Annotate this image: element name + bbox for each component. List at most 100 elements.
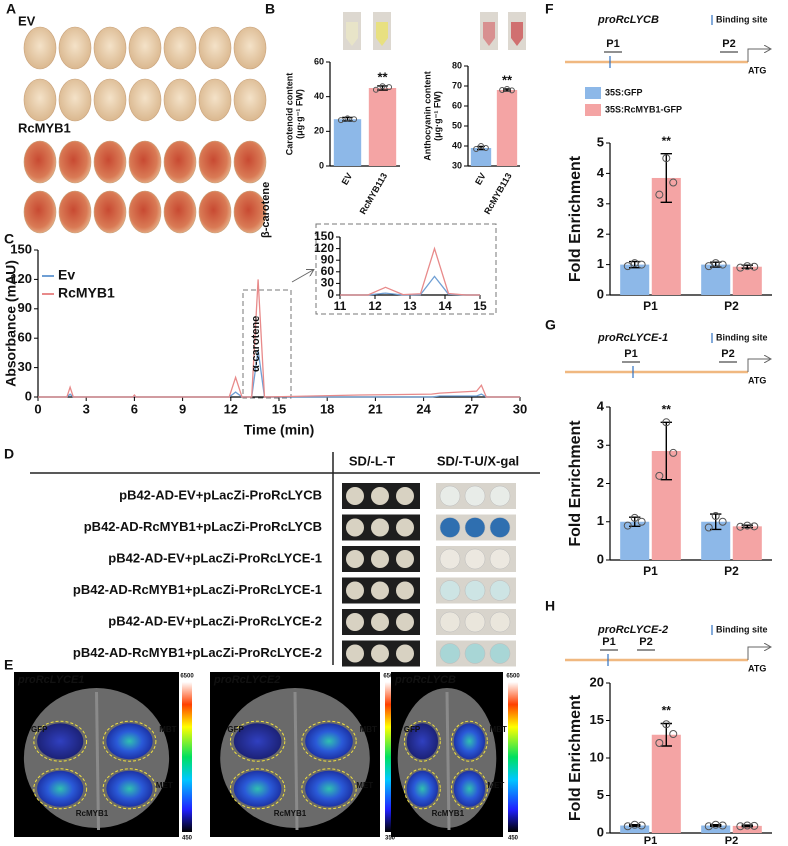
infiltration-outline <box>33 768 88 810</box>
legend-label: 35S:GFP <box>605 87 643 97</box>
y-tick-label: 5 <box>597 787 604 802</box>
colony <box>346 518 364 537</box>
image-title: proRcLYCE1 <box>17 674 84 686</box>
construct-label: pB42-AD-EV+pLacZi-ProRcLYCB <box>119 487 322 502</box>
legend-label: Ev <box>58 267 75 283</box>
data-point <box>337 117 344 124</box>
bar <box>620 825 650 833</box>
tube-liquid <box>346 22 358 46</box>
color-bar <box>508 682 518 832</box>
spot-label: GFP <box>31 725 48 734</box>
infiltration-spot <box>233 770 282 807</box>
amplicon-label: P1 <box>602 636 615 648</box>
infiltration-outline <box>403 768 441 810</box>
y-tick-label: 15 <box>590 712 604 727</box>
y-tick-label: 90 <box>18 300 32 315</box>
petal-photo <box>163 78 197 122</box>
x-tick-label: RcMYB113 <box>358 171 390 216</box>
tube-liquid <box>376 22 388 46</box>
amplicon-label: P1 <box>606 38 619 50</box>
tss-label: ATG <box>748 375 766 385</box>
series-line <box>38 349 520 398</box>
data-point <box>662 154 671 163</box>
petal-photo <box>128 26 162 70</box>
petal-photo <box>198 140 232 184</box>
bar <box>496 90 518 166</box>
binding-key-label: Binding site <box>716 624 768 634</box>
petal-photo <box>233 78 267 122</box>
petal-photo <box>58 78 92 122</box>
significance: ** <box>377 69 388 84</box>
x-tick-label: EV <box>340 171 355 186</box>
data-point <box>704 523 713 532</box>
scale-max: 6500 <box>180 674 194 680</box>
spot-label: MBT <box>490 725 507 734</box>
colony <box>346 644 364 663</box>
bar <box>732 526 762 560</box>
construct-label: pB42-AD-EV+pLacZi-ProRcLYCE-2 <box>108 613 322 628</box>
panel-letter: D <box>4 446 14 462</box>
y-tick-label: 4 <box>597 165 605 180</box>
colony <box>489 611 511 633</box>
peak-label: β-carotene <box>260 182 272 238</box>
color-bar <box>182 682 192 832</box>
x-tick-label: 13 <box>403 299 417 313</box>
data-point <box>637 821 646 830</box>
data-point <box>718 260 727 269</box>
promoter-name: proRcLYCB <box>597 14 659 26</box>
y-tick-label: 2 <box>597 475 604 490</box>
data-point <box>669 730 678 738</box>
petal-photo <box>233 140 267 184</box>
x-tick-label: 11 <box>334 299 347 313</box>
colony <box>371 550 389 568</box>
petal-photo <box>93 140 127 184</box>
infiltration-spot <box>406 723 439 760</box>
colony <box>464 643 486 664</box>
panel-letter: E <box>4 657 13 673</box>
colony <box>439 517 461 538</box>
colony <box>396 550 414 568</box>
bar <box>333 119 362 166</box>
infiltration-spot <box>106 723 153 760</box>
bar <box>732 266 762 295</box>
data-point <box>655 190 664 199</box>
colony <box>346 550 364 568</box>
y-tick-label: 0 <box>25 388 32 403</box>
y-tick-label: 3 <box>597 437 604 452</box>
x-tick-label: 9 <box>179 401 186 416</box>
colony <box>396 487 414 505</box>
y-tick-label: 40 <box>314 91 324 101</box>
x-tick-label: 6 <box>131 401 138 416</box>
infiltration-spot <box>233 723 282 760</box>
scale-max: 6500 <box>506 674 520 680</box>
y-tick-label: 60 <box>314 56 324 66</box>
x-tick-label: 15 <box>473 299 487 313</box>
bar <box>651 734 681 833</box>
y-tick-label: 120 <box>314 241 334 255</box>
data-point <box>750 821 759 830</box>
y-tick-label: 30 <box>18 359 32 374</box>
infiltration-spot <box>37 723 84 760</box>
y-axis-label: Absorbance (mAU) <box>3 260 19 387</box>
y-tick-label: 40 <box>452 140 462 150</box>
infiltration-spot <box>406 770 439 807</box>
x-tick-label: 18 <box>320 401 334 416</box>
petal-photo <box>233 190 267 234</box>
colony <box>464 580 486 601</box>
colony <box>464 517 486 538</box>
scale-min: 450 <box>508 836 519 842</box>
tube-liquid <box>511 22 523 46</box>
data-point <box>473 146 480 152</box>
petal-photo <box>198 78 232 122</box>
petal-photo <box>58 190 92 234</box>
petal-photo <box>93 78 127 122</box>
data-point <box>379 83 386 90</box>
x-tick-label: P1 <box>644 835 657 846</box>
amplicon-label: P2 <box>722 38 735 50</box>
colony <box>489 580 511 601</box>
y-tick-label: 20 <box>590 674 604 689</box>
colony <box>346 487 364 505</box>
leaf-vein <box>445 691 451 831</box>
binding-key-label: Binding site <box>716 14 768 24</box>
